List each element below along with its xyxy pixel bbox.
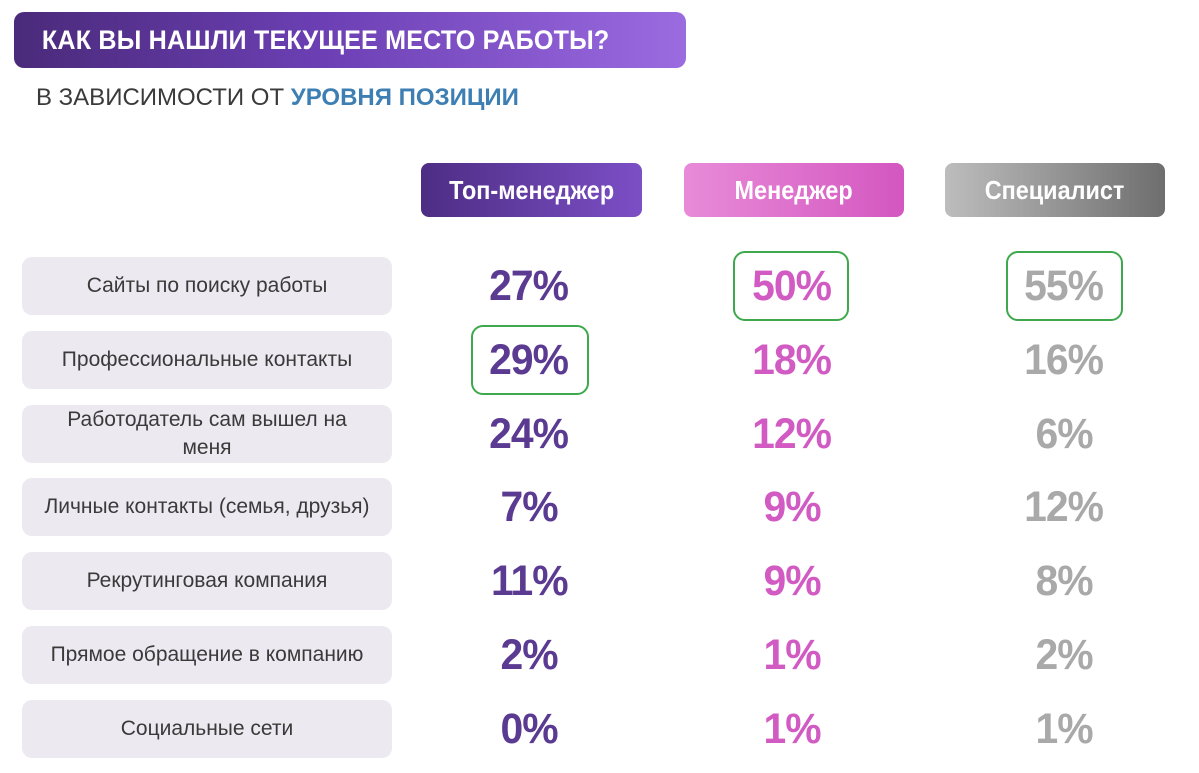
row-label: Работодатель сам вышел на меня [22,405,392,463]
highlight-box [733,251,849,321]
value-text: 29% [489,335,570,384]
value-cell-manager: 9% [722,552,862,610]
value-cell-top-manager: 29% [459,331,599,389]
column-header-top-manager: Топ-менеджер [421,163,642,217]
row-label-text: Работодатель сам вышел на меня [67,408,347,459]
value-cell-specialist: 12% [994,478,1134,536]
column-header-label: Менеджер [734,174,854,205]
value-text: 12% [752,409,833,458]
chart-title: КАК ВЫ НАШЛИ ТЕКУЩЕЕ МЕСТО РАБОТЫ? [41,24,610,55]
value-text: 1% [763,630,821,679]
value-text: 27% [489,261,570,310]
value-text: 11% [490,556,569,605]
row-label-text: Прямое обращение в компанию [50,643,364,666]
value-cell-top-manager: 27% [459,257,599,315]
row-label-text: Социальные сети [120,717,294,740]
value-cell-manager: 12% [722,405,862,463]
value-cell-manager: 18% [722,331,862,389]
subtitle-prefix: В ЗАВИСИМОСТИ ОТ [36,84,291,111]
value-cell-top-manager: 11% [459,552,599,610]
value-cell-specialist: 16% [994,331,1134,389]
value-cell-specialist: 2% [994,626,1134,684]
row-label-text: Личные контакты (семья, друзья) [44,495,370,518]
value-cell-specialist: 55% [994,257,1134,315]
value-text: 24% [489,409,570,458]
row-label: Рекрутинговая компания [22,552,392,610]
value-text: 50% [752,261,833,310]
value-text: 18% [752,335,833,384]
value-text: 2% [1035,630,1093,679]
column-header-manager: Менеджер [684,163,904,217]
highlight-box [471,325,589,395]
value-text: 7% [500,482,558,531]
row-label: Сайты по поиску работы [22,257,392,315]
column-header-label: Топ-менеджер [449,174,614,205]
value-text: 6% [1035,409,1093,458]
value-cell-specialist: 6% [994,405,1134,463]
value-cell-manager: 1% [722,700,862,758]
row-label: Прямое обращение в компанию [22,626,392,684]
subtitle-accent: УРОВНЯ ПОЗИЦИИ [290,84,519,111]
value-text: 2% [500,630,558,679]
highlight-box [1006,251,1123,321]
row-label: Профессиональные контакты [22,331,392,389]
value-cell-specialist: 8% [994,552,1134,610]
value-text: 1% [763,704,821,753]
value-text: 55% [1024,261,1105,310]
value-text: 0% [500,704,558,753]
value-cell-top-manager: 0% [459,700,599,758]
value-cell-manager: 9% [722,478,862,536]
column-header-label: Специалист [985,174,1125,205]
value-cell-manager: 50% [722,257,862,315]
row-label-text: Профессиональные контакты [61,348,353,371]
row-label-text: Сайты по поиску работы [86,274,328,297]
value-cell-top-manager: 2% [459,626,599,684]
value-cell-manager: 1% [722,626,862,684]
value-cell-specialist: 1% [994,700,1134,758]
value-text: 9% [763,482,821,531]
value-text: 1% [1035,704,1093,753]
row-label: Личные контакты (семья, друзья) [22,478,392,536]
title-banner: КАК ВЫ НАШЛИ ТЕКУЩЕЕ МЕСТО РАБОТЫ? [14,12,686,68]
value-text: 8% [1035,556,1093,605]
value-text: 16% [1024,335,1105,384]
chart-subtitle: В ЗАВИСИМОСТИ ОТ УРОВНЯ ПОЗИЦИИ [36,84,519,112]
value-text: 12% [1024,482,1105,531]
value-cell-top-manager: 7% [459,478,599,536]
value-text: 9% [763,556,821,605]
column-header-specialist: Специалист [945,163,1165,217]
value-cell-top-manager: 24% [459,405,599,463]
row-label-text: Рекрутинговая компания [86,569,328,592]
row-label: Социальные сети [22,700,392,758]
